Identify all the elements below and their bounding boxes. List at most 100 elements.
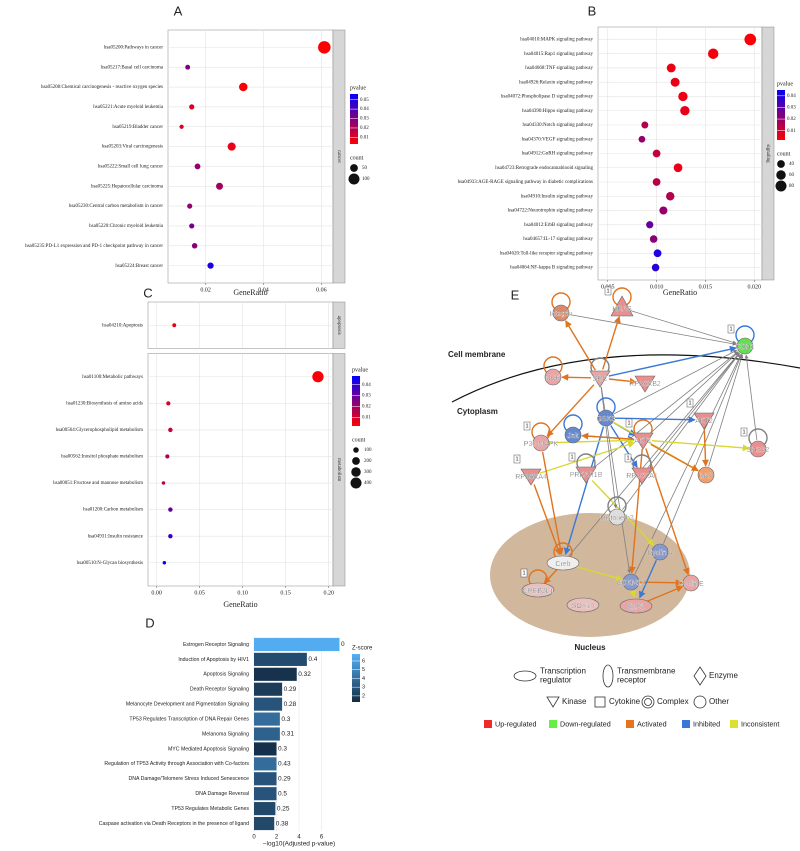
- badge-box: [604, 286, 612, 296]
- edge: [708, 354, 744, 467]
- y-tick-label: hsa05220:Chronic myeloid leukemia: [89, 224, 164, 229]
- badge-box: [520, 568, 528, 578]
- region-label: Cell membrane: [448, 350, 506, 359]
- x-tick-label: 0.010: [650, 284, 664, 290]
- size-key: [353, 447, 359, 453]
- dot: [646, 221, 654, 229]
- y-tick-label: hsa05222:Small cell lung cancer: [98, 165, 163, 170]
- bar: [254, 772, 277, 786]
- legend-label: Kinase: [562, 697, 587, 706]
- bar: [254, 667, 297, 681]
- y-tick-label: TP53 Regulates Transcription of DNA Repa…: [129, 716, 249, 722]
- node: [697, 466, 715, 484]
- dot: [216, 182, 224, 190]
- panel-letter: D: [145, 615, 154, 630]
- y-tick-label: hsa04010:MAPK signaling pathway: [520, 38, 593, 43]
- panel-letter: C: [143, 285, 152, 300]
- y-tick-label: hsa05224:Breast cancer: [115, 264, 163, 269]
- edge: [613, 349, 738, 415]
- legend-label: Up-regulated: [495, 719, 537, 728]
- bar: [254, 712, 280, 726]
- badge: 1: [626, 455, 629, 461]
- edge: [639, 559, 657, 599]
- y-tick-label: DNA Damage Reversal: [195, 791, 249, 797]
- node: [651, 543, 669, 561]
- bar-label: 0: [341, 641, 345, 648]
- bar-label: 0.38: [276, 820, 289, 827]
- node: [552, 304, 570, 322]
- dot: [239, 82, 248, 92]
- dot: [666, 63, 676, 73]
- edge: [701, 428, 709, 467]
- edge: [539, 441, 636, 474]
- node-label: Histone h3: [600, 515, 634, 522]
- x-tick-label: 0.15: [280, 590, 291, 596]
- node-label: BAD: [699, 473, 713, 480]
- size-key-label: 100: [362, 177, 370, 182]
- size-key-label: 50: [362, 166, 368, 171]
- node-label: CDKN1A: [617, 580, 646, 587]
- edge: [608, 345, 737, 377]
- node-label: RPS6KA4: [515, 474, 547, 481]
- y-tick-label: hsa05230:Central carbon metabolism in ca…: [69, 204, 163, 209]
- node: [564, 426, 582, 444]
- node-label: CDH1: [735, 344, 754, 351]
- node-label: SH2B2: [747, 447, 769, 454]
- legend-title: count: [350, 155, 364, 161]
- x-tick-label: 0.10: [237, 590, 248, 596]
- node-label: RPS6KA1: [626, 473, 658, 480]
- dot: [744, 33, 757, 46]
- x-tick-label: 0.00: [151, 590, 162, 596]
- size-key-label: 100: [364, 448, 372, 453]
- x-tick-label: 6: [320, 835, 324, 841]
- y-tick-label: hsa00051:Fructose and mannose metabolism: [53, 481, 143, 486]
- node: [622, 573, 640, 591]
- bar: [254, 742, 277, 756]
- dot: [227, 142, 236, 151]
- y-tick-label: hsa00564:Glycerophospholipid metabolism: [56, 428, 143, 433]
- edge: [541, 451, 564, 555]
- bar-label: 0.28: [284, 701, 297, 708]
- bar-label: 0.29: [278, 775, 291, 782]
- node-label: HRAS: [612, 306, 632, 313]
- node: [521, 582, 555, 598]
- y-tick-label: hsa04072:Phospholipase D signaling pathw…: [501, 95, 594, 100]
- x-axis-label: GeneRatio: [223, 600, 257, 609]
- bar: [254, 727, 280, 741]
- bar-label: 0.31: [281, 731, 294, 738]
- badge: 1: [515, 456, 518, 462]
- edge: [650, 443, 699, 472]
- edge: [744, 354, 758, 441]
- node: [520, 468, 542, 486]
- node-label: GSK3: [597, 416, 616, 423]
- y-tick-label: hsa04620:Toll-like receptor signaling pa…: [500, 251, 594, 256]
- dot: [651, 263, 660, 272]
- y-tick-label: Melanoma Signaling: [202, 731, 249, 737]
- y-tick-label: hsa04926:Relaxin signaling pathway: [519, 80, 593, 85]
- colorbar-label: 0.01: [360, 136, 369, 141]
- dot: [168, 533, 173, 539]
- facet-strip: [332, 29, 346, 284]
- badge-box: [727, 324, 735, 334]
- dot: [638, 135, 646, 143]
- y-tick-label: hsa04012:ErbB signaling pathway: [524, 223, 593, 228]
- colorbar: [352, 654, 360, 702]
- node-label: Creb: [555, 561, 570, 568]
- y-tick-label: Death Receptor Signaling: [190, 687, 249, 693]
- y-tick-label: hsa04210:Apoptosis: [102, 323, 143, 328]
- edge: [561, 373, 592, 381]
- legend-title: count: [352, 437, 366, 443]
- x-tick-label: 0.04: [258, 287, 269, 293]
- edge: [546, 384, 595, 437]
- bar: [254, 802, 276, 816]
- node: [546, 555, 580, 571]
- bar: [254, 787, 277, 801]
- bar-label: 0.29: [284, 686, 297, 693]
- strip-label: signaling: [765, 144, 770, 163]
- colorbar-label: 2: [362, 693, 365, 699]
- legend-label: Cytokine: [609, 697, 641, 706]
- legend-label: Activated: [637, 719, 667, 728]
- dot: [191, 243, 198, 249]
- size-key-label: 80: [789, 184, 795, 189]
- node: [566, 597, 600, 613]
